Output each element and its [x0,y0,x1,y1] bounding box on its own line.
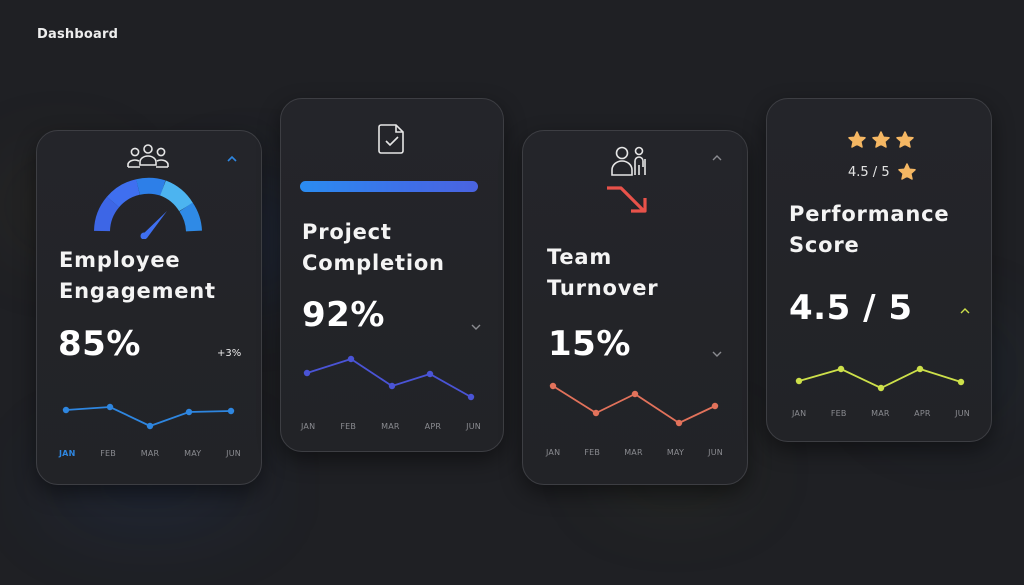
month-label[interactable]: JAN [546,448,561,457]
metric-value: 4.5 / 5 [789,288,913,328]
trend-down-arrow-icon [607,186,647,213]
card-employee-engagement[interactable]: Employee Engagement 85% +3% JAN FEB MAR … [36,130,262,485]
month-label[interactable]: APR [914,409,931,418]
card-project-completion[interactable]: Project Completion 92% JAN FEB MAR APR J… [280,98,504,452]
month-label[interactable]: JUN [955,409,970,418]
page-title: Dashboard [37,27,119,42]
month-label[interactable]: MAR [381,422,400,431]
month-label[interactable]: JAN [301,422,316,431]
rating-text: 4.5 / 5 [848,165,890,180]
team-group-icon [127,144,169,168]
chevron-up-icon[interactable] [711,154,723,162]
metric-value: 85% [58,324,141,364]
month-label[interactable]: MAR [871,409,890,418]
chevron-up-icon[interactable] [226,155,238,163]
person-elder-icon [611,146,646,176]
month-axis: JAN FEB MAR APR JUN [792,409,970,418]
document-check-icon [378,124,404,154]
metric-value: 92% [302,295,385,335]
month-label[interactable]: FEB [340,422,357,431]
gauge-icon [94,177,202,239]
month-label[interactable]: MAY [184,449,202,458]
month-label[interactable]: FEB [830,409,847,418]
card-title: Employee Engagement [59,248,216,303]
card-title: Project Completion [302,220,445,275]
month-label[interactable]: APR [424,422,442,431]
star-rating-icon [848,131,914,148]
month-label[interactable]: FEB [100,449,116,458]
month-label[interactable]: JUN [226,449,241,458]
month-label[interactable]: MAR [140,449,160,458]
card-performance-score[interactable]: 4.5 / 5 Performance Score 4.5 / 5 JAN FE… [766,98,992,442]
month-label[interactable]: FEB [584,448,601,457]
month-axis: JAN FEB MAR MAY JUN [59,449,241,458]
month-label[interactable]: MAY [666,448,685,457]
month-axis: JAN FEB MAR APR JUN [301,422,481,431]
month-label[interactable]: JUN [466,422,481,431]
card-title: Team Turnover [547,245,659,300]
project-line-chart [303,355,475,401]
completion-progress-bar [300,181,478,192]
chevron-up-icon[interactable] [959,307,971,315]
engagement-line-chart [62,403,235,430]
metric-value: 15% [548,324,631,364]
chevron-down-icon[interactable] [711,350,723,358]
chevron-down-icon[interactable] [470,323,482,331]
month-label[interactable]: MAR [624,448,643,457]
month-axis: JAN FEB MAR MAY JUN [546,448,723,457]
turnover-line-chart [549,382,719,427]
card-team-turnover[interactable]: Team Turnover 15% JAN FEB MAR MAY JUN [522,130,748,485]
star-icon [898,163,916,180]
month-label[interactable]: JUN [708,448,723,457]
performance-line-chart [795,365,965,392]
card-title: Performance Score [789,202,950,257]
month-label[interactable]: JAN [792,409,807,418]
delta-badge: +3% [217,348,242,359]
month-label[interactable]: JAN [59,449,76,458]
